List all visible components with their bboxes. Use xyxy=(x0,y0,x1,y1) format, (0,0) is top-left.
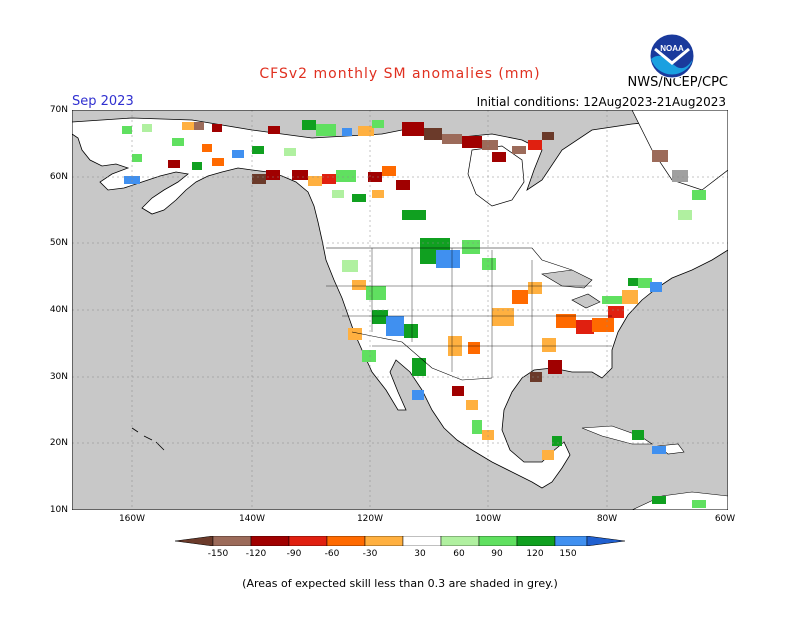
lon-label-80w: 80W xyxy=(596,514,618,524)
lat-label-10n: 10N xyxy=(49,505,68,515)
great-lakes xyxy=(541,269,601,309)
lon-label-120w: 120W xyxy=(356,514,384,524)
lat-label-40n: 40N xyxy=(49,305,68,315)
lon-label-60w: 60W xyxy=(714,514,736,524)
forecast-month: Sep 2023 xyxy=(72,94,134,109)
agency-label: NWS/NCEP/CPC xyxy=(627,75,728,90)
graticule xyxy=(72,110,728,510)
lat-label-60n: 60N xyxy=(49,172,68,182)
footnote: (Areas of expected skill less than 0.3 a… xyxy=(242,577,558,590)
colorbar-label: 60 xyxy=(453,549,465,559)
anomaly-cells xyxy=(122,120,706,508)
colorbar-bin xyxy=(212,536,252,546)
colorbar-bin xyxy=(516,536,556,546)
colorbar-label: 120 xyxy=(526,549,544,559)
map-title: CFSv2 monthly SM anomalies (mm) xyxy=(259,66,541,82)
colorbar-label: -90 xyxy=(286,549,302,559)
colorbar-bin xyxy=(364,536,404,546)
colorbar-label: -150 xyxy=(207,549,229,559)
map-panel xyxy=(72,110,728,510)
colorbar-bin xyxy=(326,536,366,546)
lat-label-70n: 70N xyxy=(49,105,68,115)
logo-text: NOAA xyxy=(660,44,684,53)
hudson-bay xyxy=(467,145,525,207)
colorbar-bin xyxy=(250,536,290,546)
colorbar xyxy=(175,536,625,546)
lat-label-20n: 20N xyxy=(49,438,68,448)
colorbar-label: 30 xyxy=(414,549,426,559)
colorbar-bin xyxy=(440,536,480,546)
lon-label-160w: 160W xyxy=(118,514,146,524)
colorbar-right-arrow xyxy=(586,536,625,546)
us-mexico-border xyxy=(351,331,493,381)
lon-label-100w: 100W xyxy=(474,514,502,524)
lon-label-140w: 140W xyxy=(238,514,266,524)
colorbar-bin xyxy=(402,536,442,546)
initial-conditions: Initial conditions: 12Aug2023-21Aug2023 xyxy=(476,95,726,109)
colorbar-label: -30 xyxy=(362,549,378,559)
colorbar-bin xyxy=(478,536,518,546)
colorbar-bin xyxy=(554,536,588,546)
lat-label-30n: 30N xyxy=(49,372,68,382)
colorbar-label: 150 xyxy=(559,549,577,559)
noaa-logo: NOAA xyxy=(649,33,695,79)
colorbar-label: -60 xyxy=(324,549,340,559)
lat-label-50n: 50N xyxy=(49,238,68,248)
hawaii xyxy=(131,427,165,451)
colorbar-label: 90 xyxy=(491,549,503,559)
us-canada-border xyxy=(326,247,573,271)
colorbar-left-arrow xyxy=(175,536,214,546)
colorbar-bin xyxy=(288,536,328,546)
colorbar-label: -120 xyxy=(245,549,267,559)
